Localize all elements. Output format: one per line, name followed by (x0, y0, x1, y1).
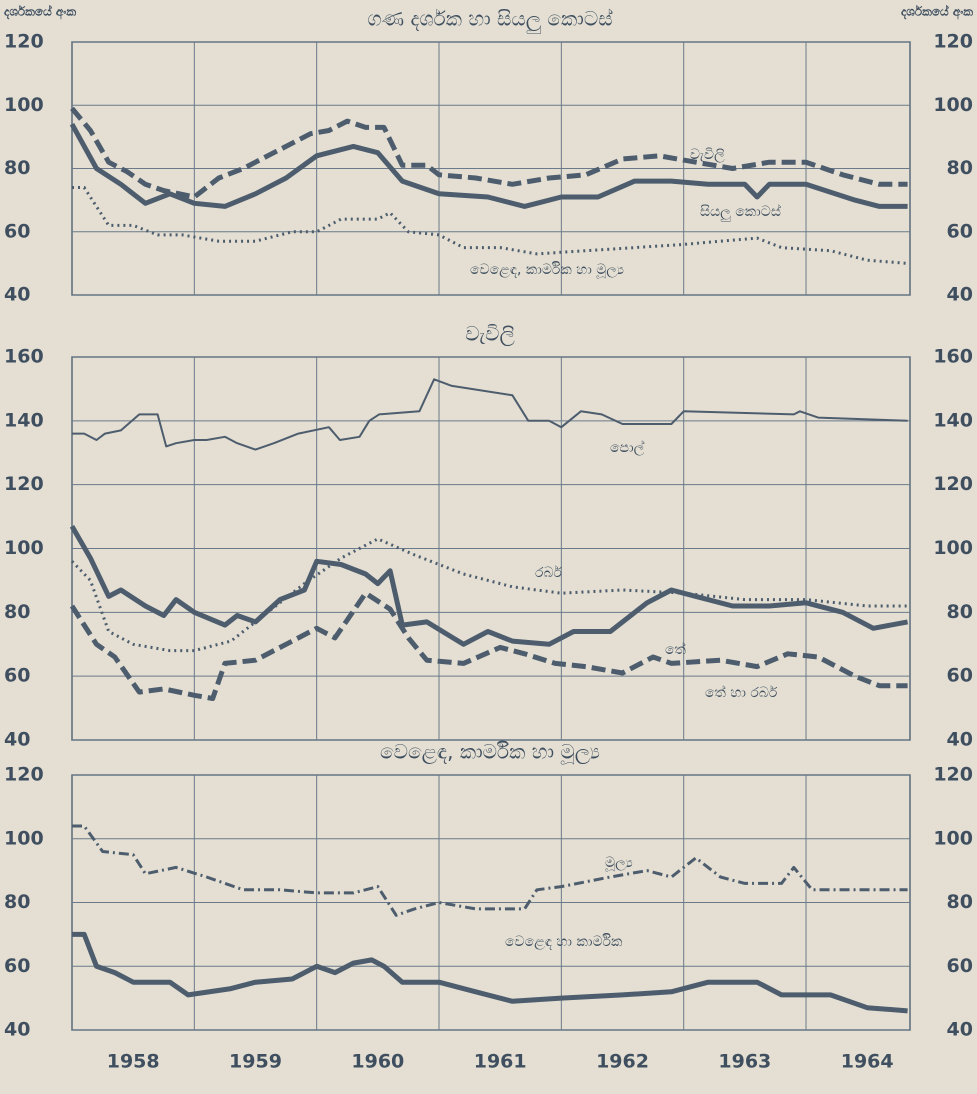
series-label: සියලු කොටස් (700, 204, 781, 222)
y2-tick-label: 60 (947, 665, 973, 687)
series-label: රබර් (535, 565, 562, 581)
y2-tick-label: 100 (933, 827, 973, 849)
y-tick-label: 80 (4, 891, 30, 913)
series-line (72, 824, 908, 917)
y-tick-label: 60 (4, 955, 30, 977)
y-tick-label: 100 (4, 827, 44, 849)
series-label: වෙළෙඳ හා කාර්මික (505, 934, 623, 950)
series-label: තේ හා රබර් (705, 685, 778, 701)
y-tick-label: 40 (4, 729, 30, 751)
x-tick-label: 1958 (107, 1051, 160, 1073)
chart-title: වැවිලි (465, 322, 515, 347)
series-label: තේ (665, 642, 687, 658)
y-tick-label: 40 (4, 284, 30, 306)
y-tick-label: 80 (4, 601, 30, 623)
y-axis-label: දර්ශකයේ අංක (4, 4, 76, 19)
x-tick-label: 1962 (596, 1051, 649, 1073)
y2-tick-label: 80 (947, 891, 973, 913)
x-tick-label: 1961 (474, 1051, 527, 1073)
x-tick-label: 1959 (229, 1051, 282, 1073)
y2-tick-label: 80 (947, 601, 973, 623)
y2-tick-label: 40 (947, 284, 973, 306)
y2-tick-label: 120 (933, 473, 973, 495)
y2-tick-label: 120 (933, 31, 973, 53)
y2-tick-label: 140 (933, 409, 973, 431)
y-tick-label: 60 (4, 220, 30, 242)
y2-tick-label: 120 (933, 764, 973, 786)
y-tick-label: 120 (4, 473, 44, 495)
y-tick-label: 120 (4, 31, 44, 53)
series-label: පොල් (610, 440, 645, 456)
y-tick-label: 120 (4, 764, 44, 786)
y-tick-label: 100 (4, 94, 44, 116)
y-tick-label: 160 (4, 346, 44, 368)
series-label: වැවිලි (690, 147, 725, 163)
y-tick-label: 60 (4, 665, 30, 687)
y-tick-label: 80 (4, 157, 30, 179)
y2-tick-label: 100 (933, 537, 973, 559)
y2-tick-label: 80 (947, 157, 973, 179)
x-tick-label: 1963 (718, 1051, 771, 1073)
series-line (69, 122, 908, 209)
y2-axis-label: දර්ශකයේ අංක (901, 4, 973, 19)
y-tick-label: 100 (4, 537, 44, 559)
chart-title: ගණ දර්ශක හා සියලු කොටස් (367, 7, 612, 34)
series-label: මූල්‍ය (605, 855, 633, 872)
series-line (72, 378, 908, 451)
y2-tick-label: 40 (947, 729, 973, 751)
y2-tick-label: 60 (947, 955, 973, 977)
y-tick-label: 140 (4, 409, 44, 431)
series-label: වෙළෙඳ, කාර්මික හා මූල්‍ය (470, 262, 624, 279)
series-line (69, 590, 908, 701)
series-line (72, 186, 908, 265)
y2-tick-label: 40 (947, 1019, 973, 1041)
series-line (70, 537, 908, 653)
x-tick-label: 1964 (841, 1051, 894, 1073)
series-line (69, 524, 909, 647)
series-line (72, 931, 908, 1014)
y2-tick-label: 160 (933, 346, 973, 368)
y2-tick-label: 60 (947, 220, 973, 242)
x-tick-label: 1960 (351, 1051, 404, 1073)
y2-tick-label: 100 (933, 94, 973, 116)
y-tick-label: 40 (4, 1019, 30, 1041)
chart-title: වෙළෙඳ, කාර්මික හා මූල්‍ය (380, 740, 600, 766)
